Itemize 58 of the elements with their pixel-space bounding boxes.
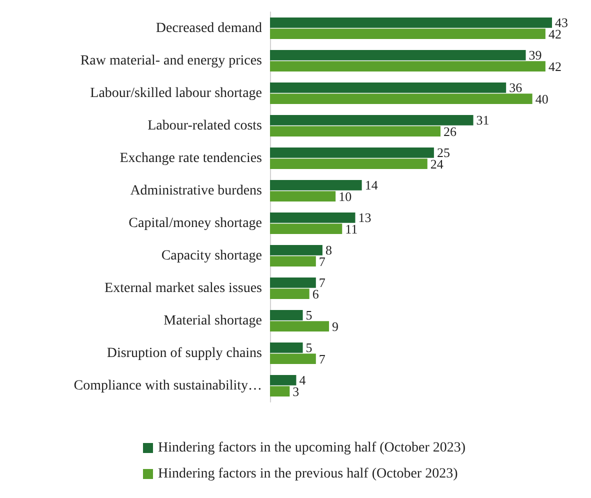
- bar: [270, 126, 441, 136]
- bar: [270, 148, 434, 158]
- y-tick-label: Labour-related costs: [148, 118, 262, 134]
- data-label: 5: [306, 340, 312, 356]
- bar: [270, 28, 546, 39]
- bar: [270, 321, 330, 332]
- bar: [270, 212, 356, 223]
- bar: [270, 94, 532, 104]
- y-tick-label: Material shortage: [164, 313, 262, 328]
- data-label: 4: [299, 372, 306, 388]
- bar: [270, 386, 290, 396]
- data-label: 14: [364, 178, 378, 193]
- data-label: 39: [528, 48, 542, 63]
- data-label: 40: [535, 91, 548, 106]
- y-tick-label: Exchange rate tendencies: [120, 150, 262, 166]
- bar: [270, 354, 316, 364]
- y-tick-label: External market sales issues: [104, 280, 262, 296]
- bar: [270, 158, 428, 169]
- y-tick-label: Compliance with sustainability…: [74, 378, 262, 394]
- bar: [270, 180, 362, 190]
- bar: [270, 191, 336, 202]
- bar: [270, 278, 316, 288]
- data-label: 11: [345, 221, 358, 236]
- data-label: 8: [325, 242, 332, 258]
- y-tick-label: Disruption of supply chains: [106, 346, 262, 361]
- data-label: 7: [318, 254, 326, 269]
- bar: [270, 18, 552, 28]
- data-label: 36: [509, 80, 523, 96]
- data-label: 7: [318, 275, 326, 290]
- data-label: 10: [338, 188, 352, 204]
- bar: [270, 82, 506, 93]
- bar: [270, 342, 303, 353]
- bar: [270, 256, 316, 266]
- y-tick-label: Labour/skilled labour shortage: [90, 86, 262, 101]
- data-label: 9: [332, 318, 339, 334]
- data-label: 3: [292, 384, 300, 399]
- bar: [270, 224, 342, 234]
- data-label: 26: [444, 124, 458, 139]
- y-tick-label: Decreased demand: [156, 20, 262, 36]
- legend-label: Hindering factors in the upcoming half (October 2023): [158, 440, 466, 456]
- data-label: 5: [306, 308, 312, 323]
- bar: [270, 50, 526, 60]
- y-tick-label: Capital/money shortage: [128, 216, 262, 231]
- data-label: 42: [548, 58, 562, 74]
- y-tick-label: Capacity shortage: [161, 248, 262, 264]
- bar: [270, 61, 546, 72]
- bar: [270, 375, 296, 386]
- data-label: 7: [318, 351, 326, 366]
- legend-label: Hindering factors in the previous half (October 2023): [158, 466, 458, 482]
- data-label: 13: [358, 210, 372, 226]
- data-label: 31: [476, 112, 490, 128]
- bar: [270, 245, 322, 256]
- data-label: 6: [312, 286, 320, 302]
- bar: [270, 310, 303, 320]
- bar: [270, 115, 474, 126]
- y-tick-label: Administrative burdens: [130, 183, 262, 198]
- bar: [270, 288, 310, 299]
- y-tick-label: Raw material- and energy prices: [80, 53, 262, 68]
